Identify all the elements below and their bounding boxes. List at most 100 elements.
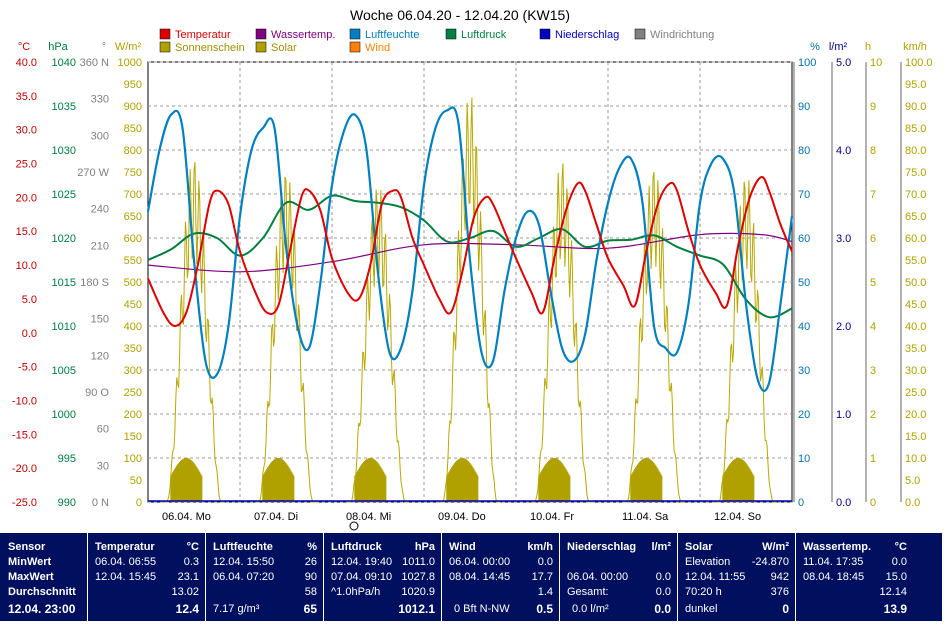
solar-elevation-label: Elevation	[685, 556, 731, 568]
row-label-min: MinWert	[8, 556, 52, 568]
axis-tick-wind: 15.0	[905, 431, 926, 443]
axis-tick-humidity: 80	[798, 145, 810, 157]
watertemp-header: Wassertemp.	[803, 541, 872, 553]
axis-tick-solar: 100	[124, 453, 142, 465]
rain-current: 0.0	[654, 602, 671, 616]
rain-max-value: 0.0	[655, 571, 671, 583]
legend-label: Solar	[271, 42, 297, 54]
axis-tick-wind: 95.0	[905, 79, 926, 91]
axis-unit-winddir: °	[102, 41, 106, 53]
temperature-max-value: 23.1	[177, 571, 199, 583]
pressure-avg: 1020.9	[401, 586, 435, 598]
watertemp-column: Wassertemp. °C 11.04. 17:35 0.0 08.04. 1…	[795, 533, 913, 621]
watertemp-max-value: 15.0	[885, 571, 907, 583]
day-label: 08.04. Mi	[346, 511, 391, 523]
rain-total-label: Gesamt:	[567, 586, 609, 598]
humidity-avg: 58	[304, 586, 317, 598]
legend-label: Sonnenschein	[175, 42, 245, 54]
axis-tick-wind: 70.0	[905, 189, 926, 201]
solar-max-value: 942	[770, 571, 789, 583]
legend-label: Luftfeuchte	[365, 29, 419, 41]
wind-min-time: 06.04. 00:00	[449, 556, 511, 568]
axis-tick-humidity: 100	[798, 57, 816, 69]
day-label: 11.04. Sa	[622, 511, 669, 523]
axis-tick-solar: 550	[124, 255, 142, 267]
axis-tick-wind: 55.0	[905, 255, 926, 267]
temperature-min-value: 0.3	[183, 556, 199, 568]
stats-table: Sensor MinWert MaxWert Durchschnitt 12.0…	[0, 533, 942, 621]
pressure-current: 1012.1	[398, 602, 435, 616]
axis-tick-winddir: 60	[97, 424, 109, 436]
legend-swatch	[445, 28, 457, 40]
temperature-avg: 13.02	[171, 586, 199, 598]
axis-tick-solar: 200	[124, 409, 142, 421]
axis-tick-solar: 800	[124, 145, 142, 157]
axis-tick-solar: 600	[124, 233, 142, 245]
temperature-column: Temperatur °C 06.04. 06:55 0.3 12.04. 15…	[87, 533, 205, 621]
axis-tick-solar: 150	[124, 431, 142, 443]
axis-tick-sun: 9	[870, 101, 876, 113]
axis-tick-solar: 900	[124, 101, 142, 113]
humidity-max-value: 90	[304, 571, 317, 583]
rain-header: Niederschlag	[567, 541, 637, 553]
axis-tick-winddir: 120	[91, 350, 109, 362]
axis-tick-pressure: 1035	[52, 101, 76, 113]
axis-tick-solar: 850	[124, 123, 142, 135]
humidity-min-value: 26	[304, 556, 317, 568]
axis-unit-humidity: %	[810, 41, 820, 53]
axis-tick-pressure: 1010	[52, 321, 76, 333]
wind-beaufort: 0 Bft N-NW	[454, 603, 510, 615]
solar-state: dunkel	[685, 603, 718, 615]
solar-current: 0	[782, 602, 789, 616]
axis-tick-solar: 350	[124, 343, 142, 355]
legend-swatch	[159, 41, 171, 53]
axis-tick-winddir: 300	[91, 130, 109, 142]
axis-tick-wind: 10.0	[905, 453, 926, 465]
axis-tick-pressure: 1000	[52, 409, 76, 421]
axis-tick-winddir: 360 N	[80, 57, 109, 69]
wind-unit: km/h	[527, 541, 553, 553]
legend-swatch	[634, 28, 646, 40]
weather-chart: Woche 06.04.20 - 12.04.20 (KW15) Tempera…	[12, 7, 933, 531]
legend-swatch	[255, 28, 267, 40]
axis-tick-humidity: 10	[798, 453, 810, 465]
legend-label: Luftdruck	[461, 29, 507, 41]
day-label: 06.04. Mo	[162, 511, 211, 523]
axis-tick-temp: 15.0	[16, 226, 37, 238]
axis-tick-temp: 20.0	[16, 192, 37, 204]
humidity-current: 65	[303, 602, 317, 616]
axis-tick-pressure: 1030	[52, 145, 76, 157]
solar-line	[623, 171, 685, 503]
day-labels: 06.04. Mo 07.04. Di 08.04. Mi 09.04. Do 10.0…	[162, 511, 761, 531]
axis-unit-sun: h	[865, 41, 871, 53]
solar-unit: W/m²	[762, 541, 789, 553]
temperature-unit: °C	[186, 541, 199, 553]
axis-tick-wind: 85.0	[905, 123, 926, 135]
axis-tick-pressure: 1020	[52, 233, 76, 245]
axis-tick-wind: 0.0	[905, 497, 920, 509]
pressure-max-time: 07.04. 09:10	[331, 571, 393, 583]
axis-tick-solar: 1000	[118, 57, 142, 69]
axis-tick-solar: 250	[124, 387, 142, 399]
wind-avg: 1.4	[537, 586, 553, 598]
solar-line	[715, 180, 777, 503]
wind-max-time: 08.04. 14:45	[449, 571, 511, 583]
axis-tick-rain: 1.0	[836, 409, 851, 421]
day-label: 07.04. Di	[254, 511, 298, 523]
chart-title: Woche 06.04.20 - 12.04.20 (KW15)	[350, 7, 570, 23]
axis-tick-humidity: 20	[798, 409, 810, 421]
solar-header: Solar	[685, 541, 713, 553]
axis-tick-solar: 500	[124, 277, 142, 289]
axis-tick-wind: 40.0	[905, 321, 926, 333]
pressure-header: Luftdruck	[331, 541, 382, 553]
watertemp-min-time: 11.04. 17:35	[803, 556, 864, 568]
solar-line	[255, 176, 317, 503]
axis-tick-sun: 3	[870, 365, 876, 377]
humidity-absolute: 7.17 g/m³	[213, 603, 260, 615]
temperature-current: 12.4	[175, 602, 199, 616]
axis-unit-pressure: hPa	[48, 41, 68, 53]
temperature-max-time: 12.04. 15:45	[95, 571, 157, 583]
axis-tick-wind: 100.0	[905, 57, 933, 69]
axis-tick-pressure: 1025	[52, 189, 76, 201]
humidity-max-time: 06.04. 07:20	[213, 571, 275, 583]
